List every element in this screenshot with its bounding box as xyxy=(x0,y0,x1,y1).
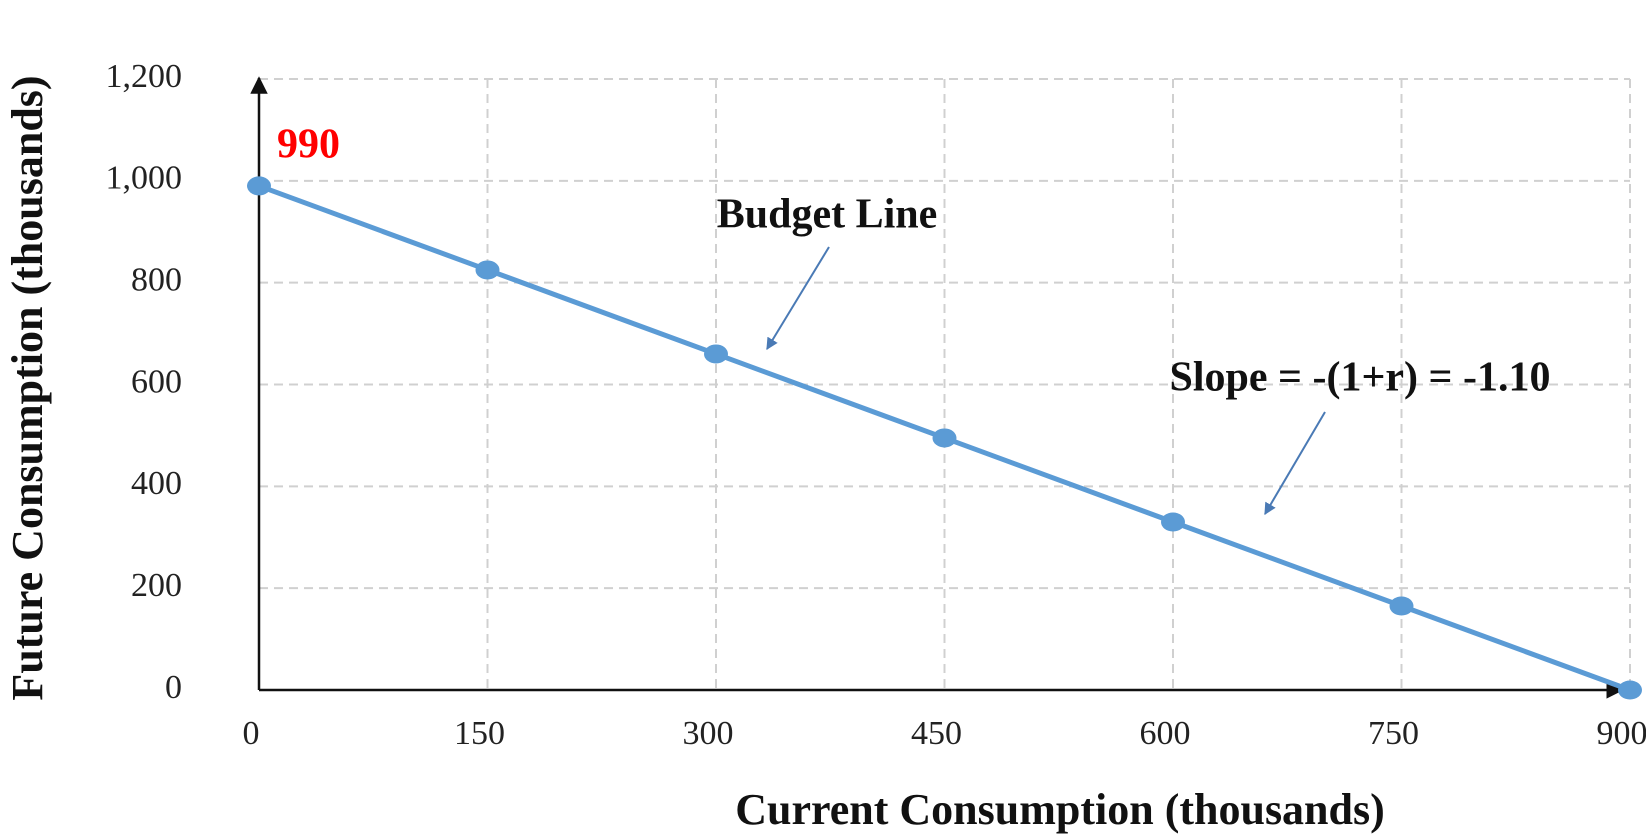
y-tick-label: 0 xyxy=(165,669,182,706)
x-tick-label: 900 xyxy=(1597,715,1646,752)
x-tick-label: 750 xyxy=(1368,715,1419,752)
point xyxy=(247,176,271,196)
annotation: Slope = -(1+r) = -1.10 xyxy=(1170,355,1551,401)
x-tick-label: 600 xyxy=(1140,715,1191,752)
point xyxy=(932,428,957,448)
x-tick-label: 450 xyxy=(911,715,962,752)
point xyxy=(475,260,500,280)
arrow xyxy=(766,246,830,351)
grid xyxy=(258,78,1631,691)
x-axis-title: Current Consumption (thousands) xyxy=(735,785,1385,834)
point xyxy=(1161,512,1185,532)
annotation: Budget Line xyxy=(717,192,938,238)
y-axis-title: Future Consumption (thousands) xyxy=(3,75,52,700)
y-tick-label: 600 xyxy=(131,363,182,400)
y-tick-label: 200 xyxy=(131,567,182,604)
arrow xyxy=(1264,411,1326,516)
x-tick-label: 150 xyxy=(454,715,505,752)
y-tick-label: 1,200 xyxy=(106,58,183,95)
x-tick-label: 300 xyxy=(683,715,734,752)
point xyxy=(704,344,728,364)
y-tick-label: 800 xyxy=(131,261,182,298)
y-tick-label: 400 xyxy=(131,465,182,502)
y-tick-label: 1,000 xyxy=(106,160,183,197)
x-tick-label: 0 xyxy=(243,715,260,752)
point xyxy=(1618,680,1642,700)
point xyxy=(1389,596,1414,616)
annotation: 990 xyxy=(277,122,340,168)
